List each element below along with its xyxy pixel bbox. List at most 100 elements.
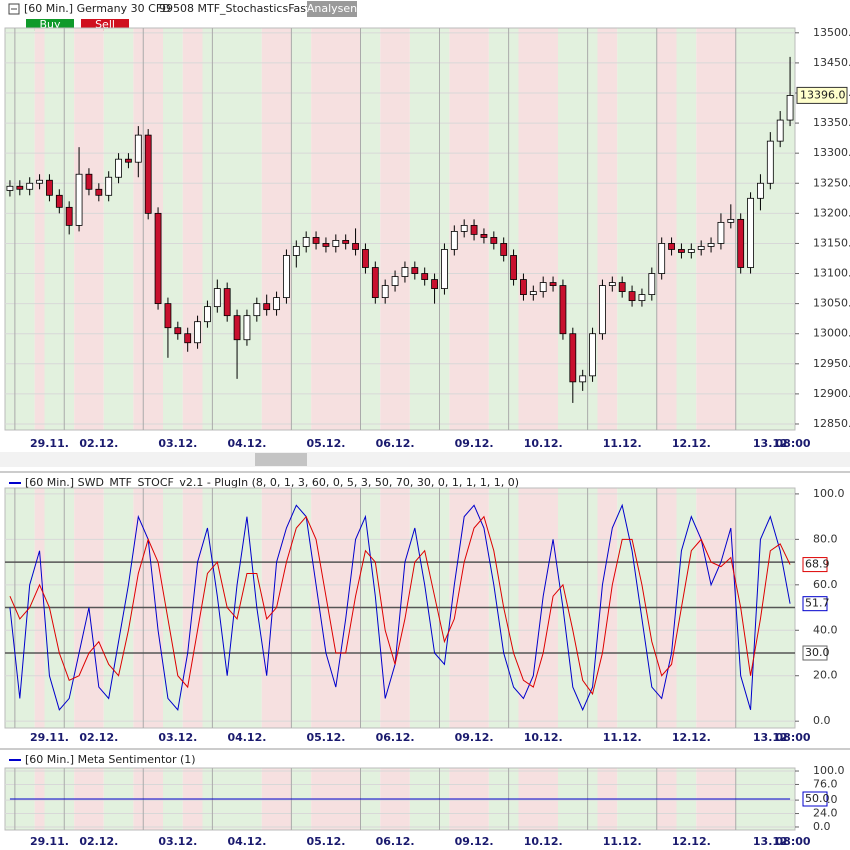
- candle-body: [95, 188, 103, 196]
- series-line: [9, 503, 791, 712]
- candle-body: [579, 375, 587, 383]
- candle-body: [441, 249, 448, 289]
- signal-zone: [617, 28, 657, 430]
- candle-body: [204, 306, 211, 323]
- x-tick-label: 06.12.: [376, 835, 415, 848]
- value-box: [802, 596, 828, 612]
- analysen-button[interactable]: [307, 1, 357, 17]
- candle-body: [638, 294, 646, 302]
- signal-zone: [182, 28, 203, 430]
- y-tick-label: 13500.0: [813, 26, 850, 39]
- signal-zone: [311, 28, 361, 430]
- y-tick-label: 13000.0: [813, 327, 850, 340]
- candle-body: [273, 297, 280, 311]
- candle-body: [697, 246, 705, 250]
- candle-body: [75, 173, 83, 226]
- x-tick-label: 03.12.: [158, 437, 197, 450]
- value-label: 51.7: [805, 597, 830, 610]
- last-price-label: 13396.0: [800, 88, 846, 101]
- value-box: [802, 557, 828, 573]
- candle-body: [154, 212, 162, 305]
- candle-body: [6, 185, 14, 191]
- candle-body: [243, 315, 251, 341]
- x-tick-label: 04.12.: [227, 731, 266, 744]
- candle-body: [599, 285, 606, 335]
- candle-body: [213, 288, 221, 308]
- x-tick-label: 11.12.: [603, 731, 642, 744]
- candle-body: [776, 119, 784, 142]
- candle-body: [500, 243, 508, 256]
- signal-zone: [291, 28, 312, 430]
- x-tick-label: 03.12.: [158, 731, 197, 744]
- candle-body: [687, 249, 695, 253]
- x-tick-label: 10.12.: [524, 835, 563, 848]
- y-tick-label: 20.0: [813, 669, 838, 682]
- series-line: [9, 515, 791, 696]
- y-tick-label: 80.0: [813, 532, 838, 545]
- candle-body: [105, 176, 113, 196]
- y-tick-label: 12950.0: [813, 357, 850, 370]
- candle-body: [490, 237, 498, 244]
- x-tick-label: 09.12.: [455, 437, 494, 450]
- study-label: 99508 MTF_StochasticsFast: [159, 2, 311, 15]
- x-tick-label: 02.12.: [79, 835, 118, 848]
- x-tick-label: 02.12.: [79, 731, 118, 744]
- signal-zone: [202, 28, 262, 430]
- y-tick-label: 12850.0: [813, 417, 850, 430]
- y-tick-label: 40.0: [813, 623, 838, 636]
- candle-body: [717, 221, 725, 244]
- x-tick-label: 29.11.: [30, 731, 69, 744]
- scrollbar-track: [0, 452, 850, 467]
- candle-body: [648, 273, 656, 295]
- x-tick-label: 13.12: [753, 437, 788, 450]
- x-tick-label: 08:00: [776, 437, 811, 450]
- x-tick-label: 09.12.: [455, 731, 494, 744]
- x-tick-label: 11.12.: [603, 437, 642, 450]
- candle-body: [322, 243, 330, 247]
- signal-zone: [360, 28, 381, 430]
- candle-body: [460, 224, 468, 232]
- candle-body: [510, 255, 517, 280]
- candle-body: [352, 243, 359, 250]
- level-label: 30.0: [805, 646, 830, 659]
- y-tick-label: 12900.0: [813, 387, 850, 400]
- candle-body: [549, 282, 557, 286]
- signal-zone: [5, 28, 35, 430]
- x-tick-label: 13.12: [753, 835, 788, 848]
- x-tick-label: 06.12.: [376, 731, 415, 744]
- scrollbar-thumb[interactable]: [255, 453, 307, 466]
- instrument-label: [60 Min.] Germany 30 CFD: [24, 2, 171, 15]
- candle-body: [85, 173, 93, 190]
- last-price-box: [796, 86, 848, 104]
- candle-body: [529, 291, 537, 295]
- candle-body: [520, 279, 527, 295]
- candle-body: [46, 179, 53, 196]
- x-tick-label: 04.12.: [227, 437, 266, 450]
- candle-body: [134, 134, 142, 163]
- analysen-label: Analysen: [307, 2, 357, 15]
- candle-body: [381, 285, 389, 299]
- candle-body: [608, 282, 616, 286]
- candle-body: [757, 182, 764, 199]
- candle-body: [302, 237, 310, 247]
- candle-body: [253, 303, 261, 317]
- signal-zone: [735, 28, 795, 430]
- candle-body: [569, 333, 577, 383]
- signal-zone: [518, 28, 558, 430]
- y-tick-label: 13200.0: [813, 206, 850, 219]
- candle-body: [115, 158, 122, 178]
- candle-body: [164, 303, 172, 329]
- x-tick-label: 04.12.: [227, 835, 266, 848]
- candle-body: [332, 240, 340, 247]
- candle-body: [36, 179, 43, 184]
- x-tick-label: 29.11.: [30, 835, 69, 848]
- candle-body: [431, 279, 438, 289]
- signal-zone: [261, 28, 292, 430]
- x-tick-label: 10.12.: [524, 731, 563, 744]
- candle-body: [144, 134, 152, 214]
- x-tick-label: 06.12.: [376, 437, 415, 450]
- value-box: [802, 791, 828, 807]
- candle-body: [480, 234, 488, 238]
- y-tick-label: 0.0: [813, 714, 831, 727]
- candle-body: [362, 249, 369, 268]
